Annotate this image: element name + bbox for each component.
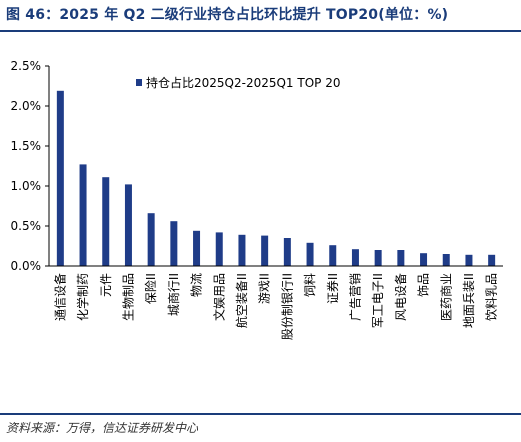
x-tick-label: 医药商业 <box>438 273 453 321</box>
x-tick-label: 化学制药 <box>75 273 90 321</box>
x-tick-label: 风电设备 <box>394 273 408 321</box>
x-tick-label: 股份制银行II <box>280 273 294 340</box>
x-tick-label: 通信设备 <box>53 273 67 321</box>
y-axis: 0.0% 0.5% 1.0% 1.5% 2.0% 2.5% <box>11 59 50 273</box>
x-tick-label: 城商行II <box>166 273 181 316</box>
x-tick-label: 元件 <box>99 273 113 297</box>
x-tick-label: 物流 <box>190 273 204 297</box>
source-note: 资料来源：万得，信达证券研发中心 <box>6 421 199 435</box>
figure-title: 图 46：2025 年 Q2 二级行业持仓占比环比提升 TOP20(单位：%) <box>6 7 449 23</box>
x-axis: 通信设备 化学制药 元件 生物制品 保险II 城商行II 物流 文娱用品 航空装备II 游戏II 股… <box>49 265 503 340</box>
bar <box>488 254 496 266</box>
x-tick-label: 广告营销 <box>348 273 362 321</box>
bar-series <box>56 90 496 266</box>
bar <box>102 177 110 266</box>
bar <box>397 250 405 266</box>
bar <box>420 253 428 266</box>
x-tick-label: 文娱用品 <box>211 273 226 321</box>
bar <box>193 230 201 266</box>
y-tick-label: 2.0% <box>11 99 42 113</box>
x-tick-label: 生物制品 <box>121 273 135 321</box>
bar <box>170 221 178 266</box>
x-tick-label: 航空装备II <box>234 273 249 328</box>
x-tick-label: 饲料 <box>303 273 317 297</box>
bar <box>306 242 314 266</box>
legend-swatch <box>136 79 142 86</box>
bar <box>124 184 132 266</box>
y-tick-label: 1.5% <box>11 139 42 153</box>
y-tick-label: 1.0% <box>11 179 42 193</box>
bar <box>465 254 473 266</box>
x-tick-label: 游戏II <box>258 273 272 304</box>
legend-label: 持仓占比2025Q2-2025Q1 TOP 20 <box>146 75 340 90</box>
bar <box>351 249 359 266</box>
bar <box>374 250 382 266</box>
x-tick-label: 饮料乳品 <box>485 273 499 321</box>
bar <box>215 232 223 266</box>
x-tick-label: 地面兵装II <box>462 273 476 328</box>
bar <box>329 245 337 266</box>
bar <box>79 164 87 266</box>
x-tick-label: 军工电子II <box>371 273 385 328</box>
bar <box>283 238 291 266</box>
x-tick-label: 保险II <box>143 273 158 304</box>
bar <box>147 213 155 266</box>
title-rule <box>0 30 521 32</box>
x-tick-label: 证券II <box>325 273 340 304</box>
y-tick-label: 2.5% <box>11 59 42 73</box>
y-tick-label: 0.5% <box>11 219 42 233</box>
bar-chart: 0.0% 0.5% 1.0% 1.5% 2.0% 2.5% 通信设备 化学制药 元件 生物制品保… <box>11 59 503 340</box>
legend: 持仓占比2025Q2-2025Q1 TOP 20 <box>136 75 340 90</box>
source-rule <box>0 413 521 415</box>
bar <box>442 254 450 266</box>
bar <box>56 90 64 266</box>
y-tick-label: 0.0% <box>11 259 42 273</box>
x-tick-label: 饰品 <box>417 273 431 297</box>
bar <box>261 235 269 266</box>
bar <box>238 234 246 266</box>
